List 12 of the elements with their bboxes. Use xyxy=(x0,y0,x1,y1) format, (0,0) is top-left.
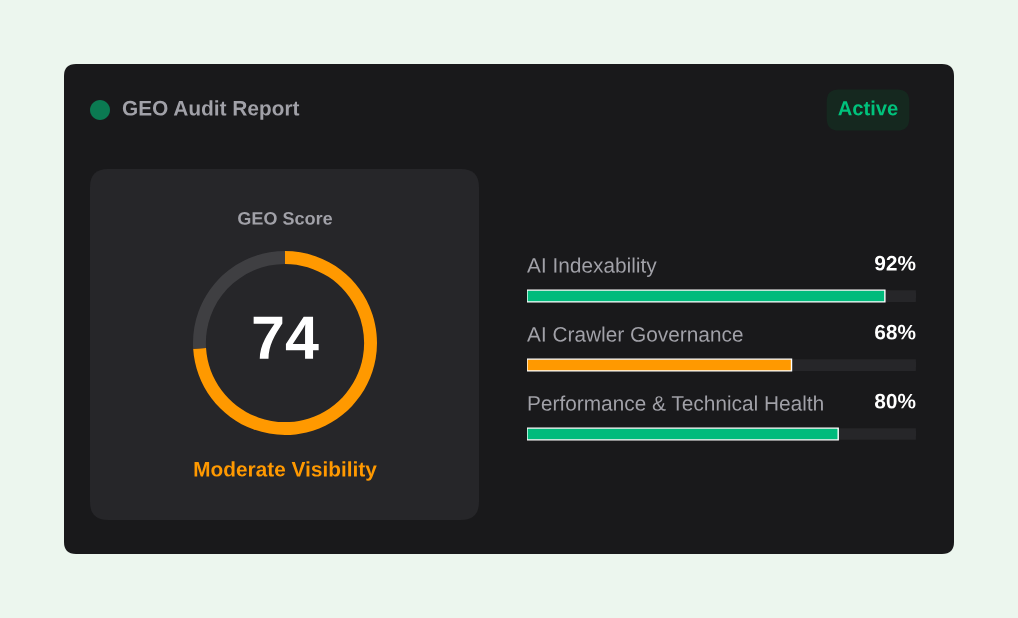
data-label: 92% xyxy=(875,255,916,271)
y-tick-label: Performance & Technical Health xyxy=(528,395,823,411)
data-label: 80% xyxy=(874,393,916,409)
data-label: 74 xyxy=(253,316,319,359)
y-tick-label: AI Indexability xyxy=(527,257,657,277)
text: Active xyxy=(838,100,898,116)
text: GEO Audit Report xyxy=(122,100,300,120)
data-label: 68% xyxy=(875,324,916,340)
chart-title: GEO Score xyxy=(238,212,333,225)
donut-slice xyxy=(193,251,377,435)
text: Moderate Visibility xyxy=(194,461,377,481)
y-tick-label: AI Crawler Governance xyxy=(527,326,743,342)
